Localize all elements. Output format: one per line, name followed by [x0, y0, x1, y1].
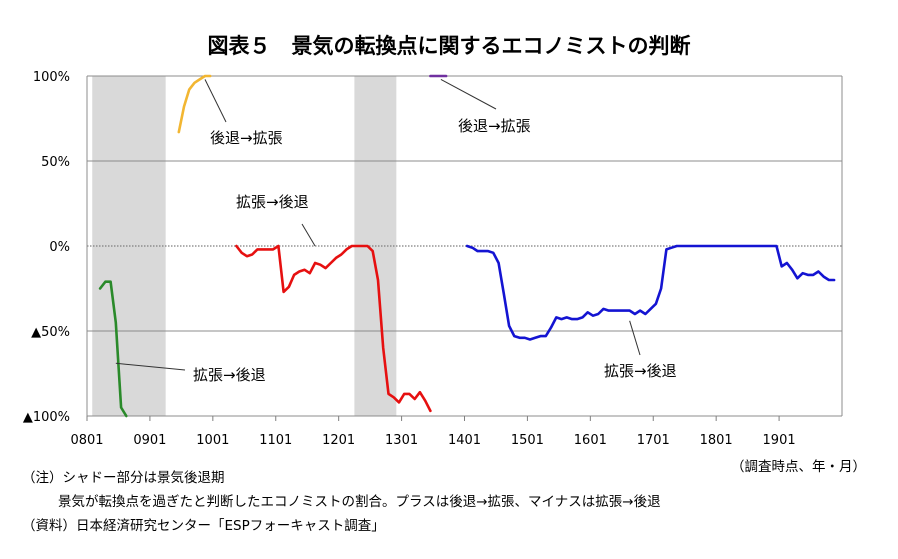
footnotes: （注）シャドー部分は景気後退期 景気が転換点を過ぎたと判断したエコノミストの割合…	[22, 466, 661, 538]
annotation-label: 拡張→後退	[604, 362, 677, 380]
y-tick-label: ▲100%	[23, 410, 70, 425]
annotation-leader	[115, 362, 186, 371]
footnote-shade: （注）シャドー部分は景気後退期	[22, 470, 225, 486]
chart-title: 図表５ 景気の転換点に関するエコノミストの判断	[207, 34, 691, 58]
series-line-1	[177, 74, 212, 134]
annotation-leader	[301, 223, 316, 247]
x-tick-label: 1701	[637, 433, 670, 448]
x-tick-label: 1201	[322, 433, 355, 448]
y-tick-label: 50%	[41, 155, 70, 170]
axis-unit-note: （調査時点、年・月）	[731, 459, 866, 475]
annotation-label: 後退→拡張	[210, 129, 283, 147]
x-tick-label: 0901	[133, 433, 166, 448]
annotation-leader	[204, 79, 227, 123]
annotation-label: 拡張→後退	[236, 193, 309, 211]
x-tick-label: 1801	[700, 433, 733, 448]
x-tick-label: 1901	[763, 433, 796, 448]
x-tick-label: 1301	[385, 433, 418, 448]
footnote-source: （資料）日本経済研究センター「ESPフォーキャスト調査」	[22, 518, 385, 534]
annotation-label: 拡張→後退	[193, 366, 266, 384]
series-line-2	[235, 244, 432, 413]
annotation-label: 後退→拡張	[458, 117, 531, 135]
series-line-4	[465, 244, 836, 341]
y-tick-label: 0%	[49, 240, 70, 255]
series-line-0	[98, 280, 128, 418]
footnote-definition: 景気が転換点を過ぎたと判断したエコノミストの割合。プラスは後退→拡張、マイナスは…	[58, 494, 661, 510]
annotation-leader	[629, 320, 641, 356]
x-tick-label: 1601	[574, 433, 607, 448]
x-tick-label: 1101	[259, 433, 292, 448]
x-tick-label: 1001	[196, 433, 229, 448]
y-tick-label: ▲50%	[31, 325, 70, 340]
x-tick-label: 0801	[70, 433, 103, 448]
x-tick-label: 1501	[511, 433, 544, 448]
y-tick-label: 100%	[33, 70, 70, 85]
x-tick-label: 1401	[448, 433, 481, 448]
annotation-leader	[440, 78, 497, 110]
